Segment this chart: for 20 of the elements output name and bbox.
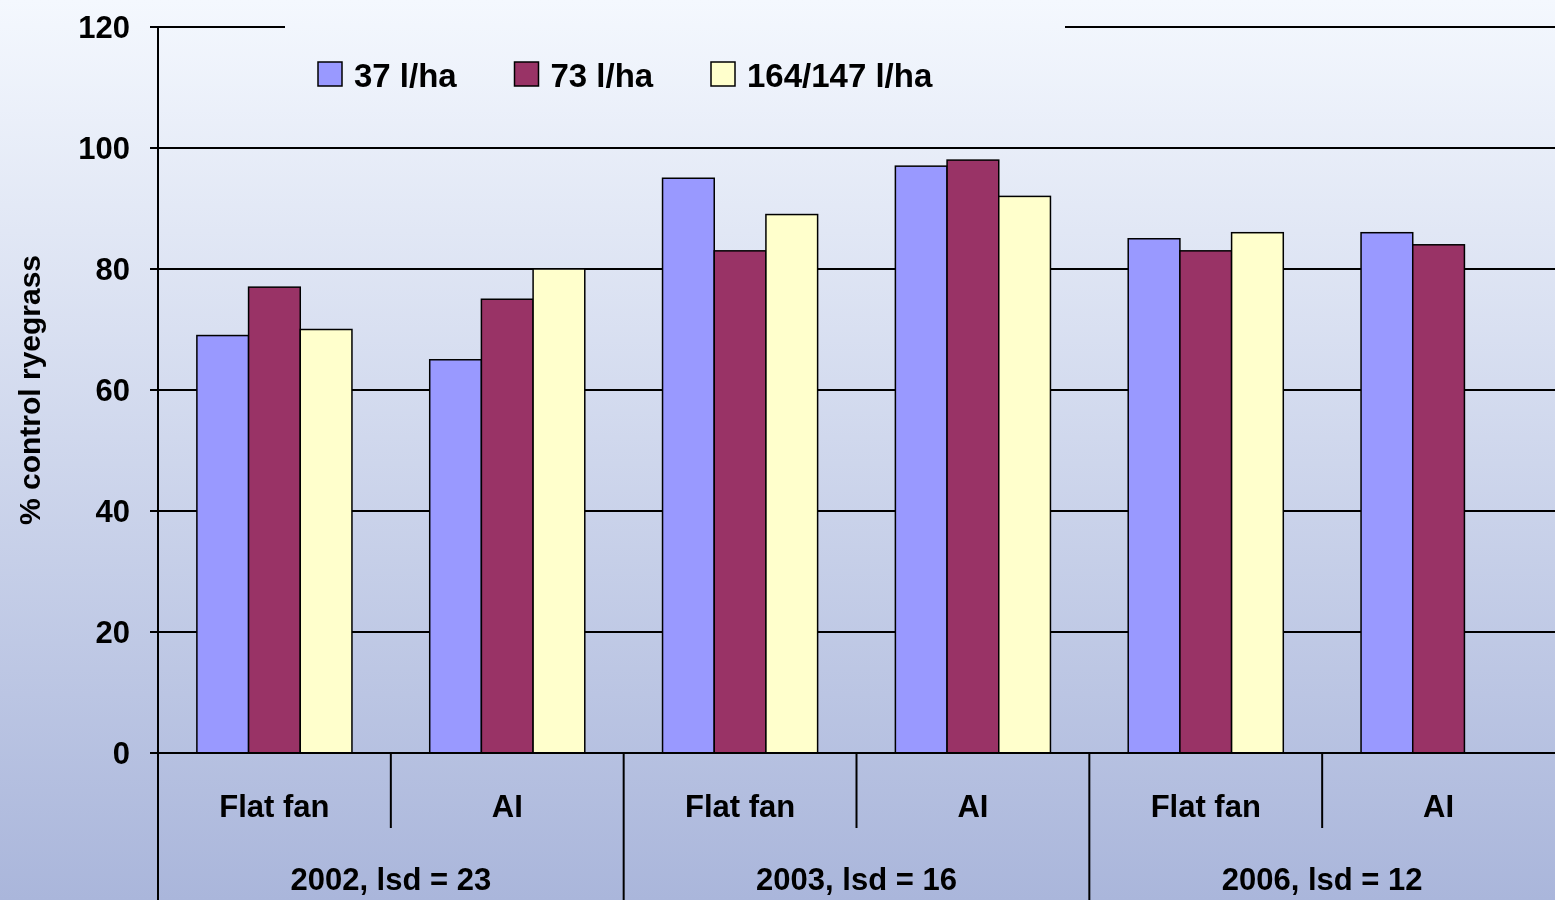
y-tick-label: 40 xyxy=(95,493,130,529)
text: 2003, lsd = 16 xyxy=(756,861,957,897)
legend-label: 37 l/ha xyxy=(354,56,458,94)
x-tick-label: AI xyxy=(957,788,989,824)
text: 2006, lsd = 12 xyxy=(1221,861,1423,897)
x-tick-label: Flat fan xyxy=(1150,788,1261,824)
legend-label: 73 l/ha xyxy=(550,56,654,94)
text: 2002, lsd = 23 xyxy=(290,861,492,897)
x-tick-label: AI xyxy=(1423,788,1455,824)
y-tick-label: 0 xyxy=(112,735,130,771)
y-tick-label: 60 xyxy=(95,372,130,408)
y-tick-label: 120 xyxy=(78,9,130,45)
y-tick-label: 100 xyxy=(78,130,130,166)
x-tick-label: AI xyxy=(491,788,523,824)
legend-label: 164/147 l/ha xyxy=(747,56,933,94)
x-tick-label: Flat fan xyxy=(684,788,796,824)
y-tick-label: 20 xyxy=(95,614,130,650)
x-tick-label: Flat fan xyxy=(219,788,330,824)
y-tick-label: 80 xyxy=(95,251,130,287)
y-axis-title: % control ryegrass xyxy=(13,254,46,526)
